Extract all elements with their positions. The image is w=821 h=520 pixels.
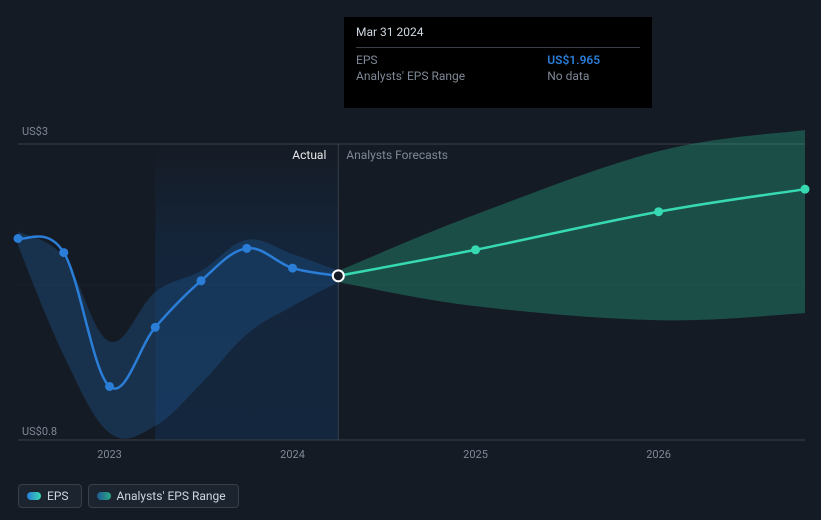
tooltip-divider <box>356 47 640 48</box>
x-axis-tick: 2023 <box>97 448 122 461</box>
legend-swatch-icon <box>27 492 41 500</box>
legend-swatch-icon <box>97 492 111 500</box>
tooltip-label: Analysts' EPS Range <box>356 68 547 84</box>
region-label-actual: Actual <box>292 148 326 162</box>
tooltip-date: Mar 31 2024 <box>356 25 640 43</box>
tooltip-value: No data <box>547 68 640 84</box>
tooltip-row-range: Analysts' EPS Range No data <box>356 68 640 84</box>
tooltip-rows: EPS US$1.965 Analysts' EPS Range No data <box>356 52 640 84</box>
x-axis-tick: 2024 <box>280 448 305 461</box>
y-axis-bottom-label: US$0.8 <box>22 425 57 438</box>
chart-tooltip: Mar 31 2024 EPS US$1.965 Analysts' EPS R… <box>344 17 652 108</box>
legend-item-range[interactable]: Analysts' EPS Range <box>88 484 239 508</box>
legend-label: Analysts' EPS Range <box>117 489 226 503</box>
tooltip-label: EPS <box>356 52 547 68</box>
chart-legend: EPS Analysts' EPS Range <box>18 484 239 508</box>
tooltip-value: US$1.965 <box>547 52 640 68</box>
x-axis-tick: 2026 <box>646 448 671 461</box>
y-axis-top-label: US$3 <box>22 125 48 138</box>
legend-label: EPS <box>47 489 69 503</box>
tooltip-row-eps: EPS US$1.965 <box>356 52 640 68</box>
x-axis-tick: 2025 <box>463 448 488 461</box>
chart-container: Mar 31 2024 EPS US$1.965 Analysts' EPS R… <box>0 0 821 520</box>
region-label-forecast: Analysts Forecasts <box>346 148 448 162</box>
legend-item-eps[interactable]: EPS <box>18 484 82 508</box>
